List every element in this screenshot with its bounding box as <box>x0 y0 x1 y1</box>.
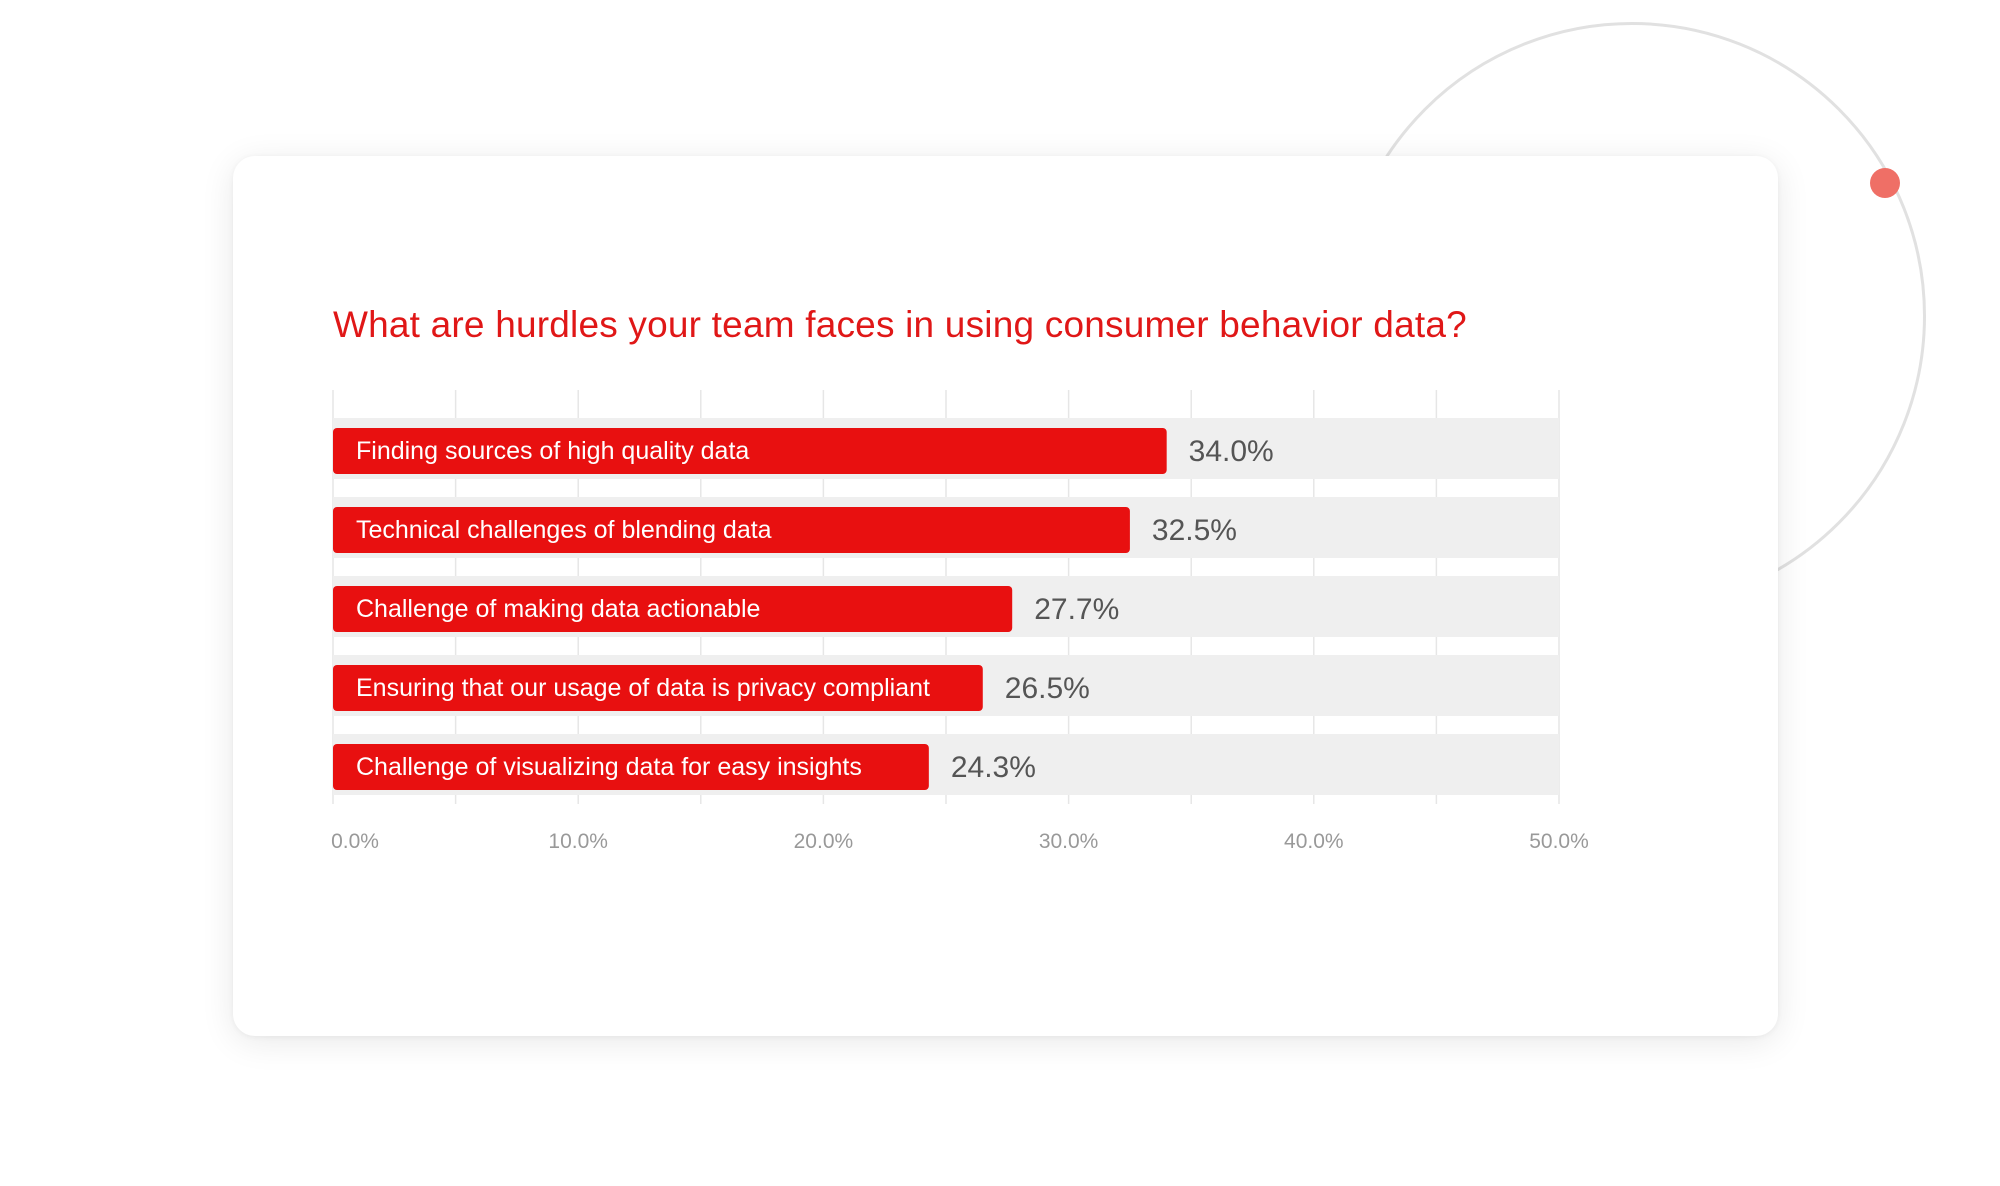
bar-value-label: 26.5% <box>1005 672 1090 705</box>
bar-row: Challenge of making data actionable 27.7% <box>333 576 1559 637</box>
x-tick-label: 50.0% <box>1529 830 1589 853</box>
bar <box>333 665 983 711</box>
bar-chart: Finding sources of high quality data 34.0… <box>331 390 1589 853</box>
chart-title: What are hurdles your team faces in usin… <box>333 304 1467 345</box>
bar-category-label: Finding sources of high quality data <box>356 437 749 465</box>
bar-category-label: Ensuring that our usage of data is priva… <box>356 674 930 702</box>
bar <box>333 507 1130 553</box>
x-tick-label: 20.0% <box>794 830 854 853</box>
bar <box>333 744 929 790</box>
bar-category-label: Technical challenges of blending data <box>356 516 772 544</box>
bar-value-label: 34.0% <box>1189 435 1274 468</box>
bar-row: Challenge of visualizing data for easy i… <box>333 734 1559 795</box>
decorative-dot <box>1870 168 1900 198</box>
bar-row: Technical challenges of blending data 32.… <box>333 497 1559 558</box>
bar <box>333 586 1013 632</box>
x-tick-label: 10.0% <box>548 830 608 853</box>
chart-card: What are hurdles your team faces in usin… <box>233 156 1778 1036</box>
bar-value-label: 24.3% <box>951 751 1036 784</box>
x-tick-label: 30.0% <box>1039 830 1099 853</box>
bar-value-label: 32.5% <box>1152 514 1237 547</box>
x-tick-label: 40.0% <box>1284 830 1344 853</box>
bar-category-label: Challenge of making data actionable <box>356 595 760 623</box>
bar-value-label: 27.7% <box>1034 593 1119 626</box>
x-axis-ticks: 0.0% 10.0% 20.0% 30.0% 40.0% 50.0% <box>331 830 1589 853</box>
bar-row: Finding sources of high quality data 34.0… <box>333 418 1559 479</box>
x-tick-label: 0.0% <box>331 830 379 853</box>
bar-category-label: Challenge of visualizing data for easy i… <box>356 753 862 781</box>
bar-row: Ensuring that our usage of data is priva… <box>333 655 1559 716</box>
bar <box>333 428 1167 474</box>
